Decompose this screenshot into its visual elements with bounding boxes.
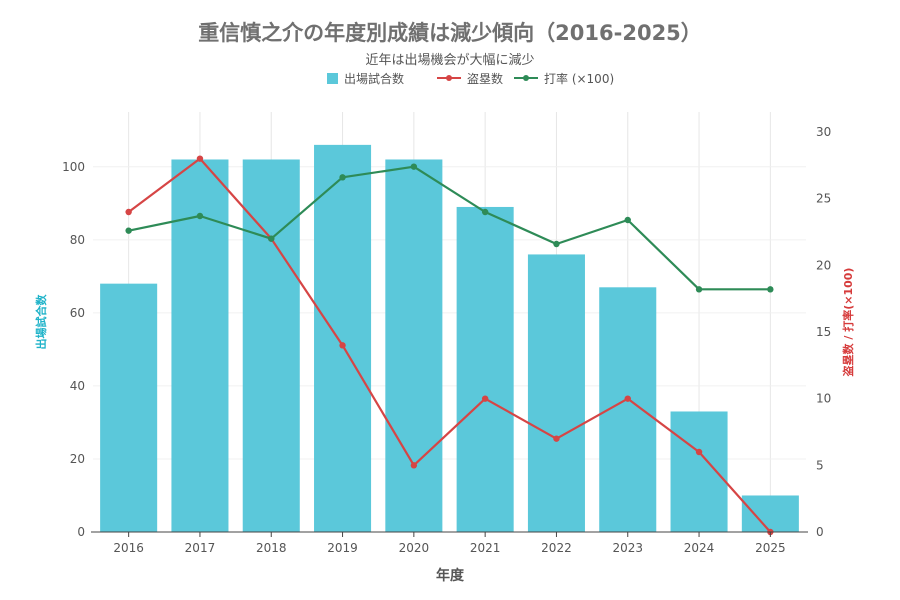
point-avg-2017 (196, 212, 204, 220)
bar-games-2025 (741, 495, 799, 532)
legend-label-avg: 打率 (×100) (544, 71, 614, 86)
point-avg-2022 (553, 240, 560, 248)
legend-marker-steals (446, 75, 452, 81)
point-steals-2020 (410, 462, 418, 469)
bar-games-2021 (456, 206, 514, 532)
point-steals-2021 (481, 395, 489, 402)
point-steals-2017 (196, 155, 204, 162)
x-tick-label: 2024 (684, 541, 715, 555)
x-tick-label: 2019 (327, 541, 358, 555)
y-right-tick-label: 10 (816, 392, 831, 406)
x-tick-label: 2016 (113, 541, 144, 555)
line-steals (127, 157, 772, 533)
y-right-tick-label: 25 (816, 192, 831, 206)
y-right-tick-label: 30 (816, 125, 831, 139)
bar-games-2016 (100, 283, 158, 532)
x-tick-label: 2022 (541, 541, 572, 555)
y-right-tick-label: 0 (816, 525, 824, 539)
legend-label-steals: 盗塁数 (467, 71, 503, 86)
x-tick-label: 2018 (256, 541, 287, 555)
chart-subtitle: 近年は出場機会が大幅に減少 (365, 52, 534, 68)
y-right-tick-label: 5 (816, 458, 824, 472)
point-avg-2023 (624, 216, 631, 224)
bar-series-games (100, 144, 799, 532)
y-left-tick-label: 100 (62, 160, 85, 174)
y-left-tick-label: 80 (70, 233, 85, 247)
y-right-tick-label: 15 (816, 325, 831, 339)
line-series (125, 155, 774, 536)
bar-games-2020 (385, 159, 443, 532)
y-left-tick-label: 60 (70, 306, 85, 320)
x-tick-label: 2025 (755, 541, 786, 555)
legend-marker-avg (523, 75, 529, 81)
legend-swatch-games (327, 73, 338, 84)
point-steals-2016 (125, 208, 132, 216)
bar-games-2024 (670, 411, 728, 532)
y-left-tick-label: 0 (77, 525, 85, 539)
x-tick-label: 2017 (185, 541, 216, 555)
point-avg-2021 (481, 208, 489, 216)
x-axis-title: 年度 (436, 567, 465, 584)
point-steals-2019 (339, 342, 346, 349)
axes: 2016 2017 2018 2019 2020 2021 2022 2023 2024 2025… (62, 125, 831, 555)
point-steals-2024 (695, 448, 703, 456)
point-steals-2023 (624, 395, 631, 402)
point-avg-2025 (767, 286, 774, 293)
y-left-tick-label: 40 (70, 379, 85, 393)
point-avg-2019 (339, 174, 346, 181)
y-left-tick-label: 20 (70, 452, 85, 466)
y-right-tick-label: 20 (816, 258, 831, 272)
x-tick-label: 2020 (399, 541, 430, 555)
legend: 出場試合数 盗塁数 打率 (×100) (327, 71, 614, 86)
point-avg-2018 (268, 235, 275, 242)
y-axis-right-title: 盗塁数 / 打率(×100) (841, 268, 855, 377)
bar-games-2019 (314, 144, 372, 532)
x-tick-label: 2021 (470, 541, 501, 555)
point-steals-2022 (553, 435, 560, 442)
x-tick-label: 2023 (612, 541, 643, 555)
bar-games-2022 (527, 254, 585, 532)
chart-title: 重信慎之介の年度別成績は減少傾向（2016-2025） (198, 21, 702, 45)
legend-label-games: 出場試合数 (344, 71, 404, 86)
line-avg (128, 165, 771, 291)
y-axis-left-title: 出場試合数 (34, 294, 48, 350)
point-avg-2016 (125, 227, 132, 234)
point-avg-2020 (410, 163, 418, 170)
point-avg-2024 (695, 286, 703, 293)
